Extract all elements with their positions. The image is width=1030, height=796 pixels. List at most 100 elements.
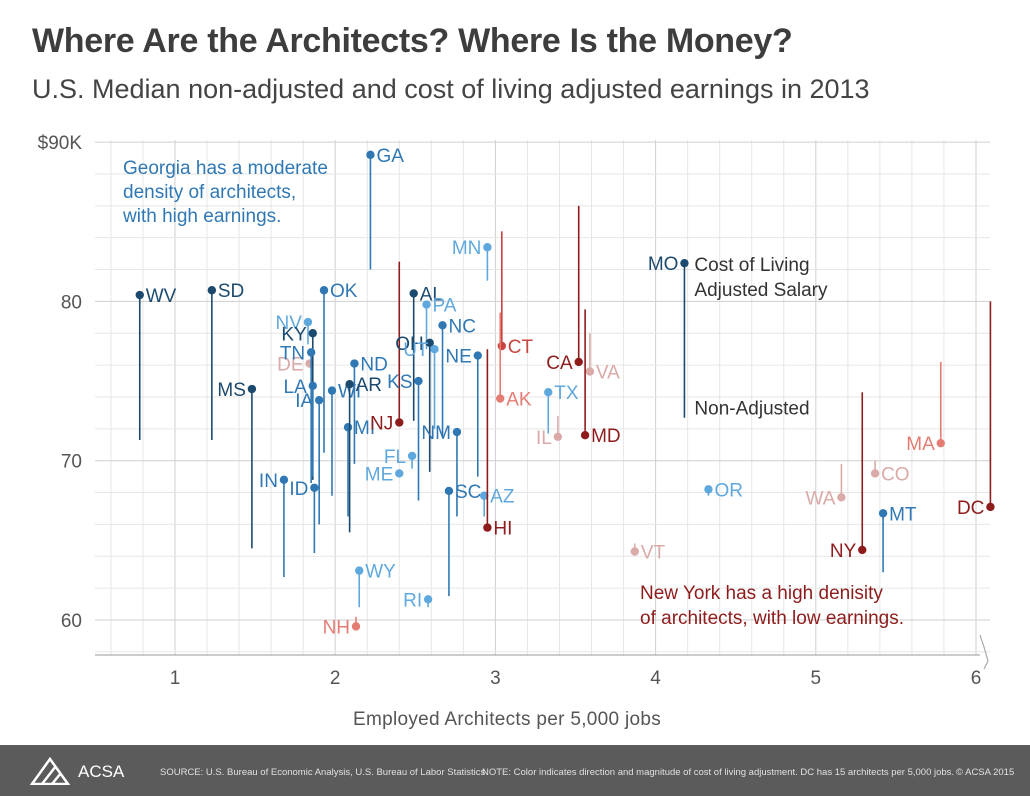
adjusted-salary-dot [308,329,317,338]
x-axis-label: Employed Architects per 5,000 jobs [353,709,661,730]
data-point-ak: AK [496,312,532,411]
legend: Cost of Living Adjusted Salary Non-Adjuste… [694,255,828,420]
state-label: MS [217,380,246,401]
data-point-va: VA [585,333,620,383]
data-point-tn: TN [280,343,316,484]
adjusted-salary-dot [425,338,434,348]
state-label: KY [281,324,307,345]
state-label: ID [289,479,308,500]
state-label: IL [536,428,552,449]
state-label: LA [284,377,308,398]
data-point-ri: RI [403,590,433,611]
state-label: PA [433,296,457,317]
y-tick-label: 60 [61,611,82,632]
adjusted-salary-dot [936,438,945,448]
adjusted-salary-dot [452,427,462,437]
data-point-mn: MN [452,238,492,281]
data-point-ne: NE [445,347,482,477]
adjusted-salary-dot [630,547,639,556]
adjusted-salary-dot [479,491,489,500]
state-label: VT [641,543,666,564]
adjusted-salary-dot [837,493,846,502]
data-point-nc: NC [438,316,476,437]
data-point-sc: SC [444,482,481,597]
state-label: HI [493,519,512,540]
adjusted-salary-dot [343,423,353,432]
data-point-nh: NH [323,616,361,638]
annotation-georgia-line: Georgia has a moderate [123,158,328,179]
y-tick-label: 80 [61,292,82,313]
data-point-la: LA [284,377,317,477]
annotation-georgia-line: with high earnings. [122,206,281,227]
x-tick-label: 1 [170,668,181,689]
annotation-newyork-line: of architects, with low earnings. [640,608,904,629]
data-point-il: IL [536,416,563,449]
state-label: NC [449,316,476,337]
data-point-wv: WV [135,286,177,440]
adjusted-salary-dot [314,395,324,405]
state-label: FL [384,447,406,468]
adjusted-salary-dot [553,432,563,442]
state-label: AZ [490,487,515,508]
data-point-vt: VT [630,543,666,564]
adjusted-salary-dot [473,351,482,360]
adjusted-salary-dot [319,286,329,295]
data-point-sd: SD [207,281,244,440]
adjusted-salary-dot [135,290,144,300]
copyright: © ACSA 2015 [956,767,1015,778]
adjusted-salary-dot [858,545,867,555]
data-point-nm: NM [421,423,462,517]
state-label: TX [554,383,579,404]
state-label: OR [714,480,743,501]
x-tick-label: 4 [650,668,661,689]
state-label: RI [403,590,422,611]
data-marks: WV SDMSINNVDEKYTNIDLAIAOKWINDMIARMEWYNHGA… [135,146,995,638]
annotation-newyork-line: New York has a high denisity [640,583,883,604]
data-point-or: OR [704,480,743,501]
adjusted-salary-dot [430,344,439,354]
data-point-fl: FL [384,447,417,469]
x-tick-label: 5 [811,668,822,689]
adjusted-salary-dot [247,384,257,394]
state-label: AR [356,375,382,396]
adjusted-salary-dot [327,386,337,395]
data-point-ma: MA [906,361,945,455]
adjusted-salary-dot [306,348,316,357]
state-label: SC [455,482,481,503]
data-point-nj: NJ [370,261,404,434]
data-point-mo: MO [648,254,689,418]
adjusted-salary-dot [483,523,492,532]
data-point-nv: NV [276,313,313,345]
x-tick-label: 6 [971,668,982,689]
state-label: IN [259,471,278,492]
adjusted-salary-dot [395,469,404,478]
adjusted-salary-dot [704,485,713,494]
state-label: VA [596,362,620,383]
state-label: NE [445,347,471,368]
state-label: UT [403,340,429,361]
data-point-ok: OK [319,281,358,453]
adjusted-salary-dot [422,300,431,309]
x-tick-label: 3 [490,668,501,689]
adjusted-salary-dot [444,486,454,496]
adjusted-salary-dot [303,317,313,327]
legend-adjusted-label-line2: Adjusted Salary [694,280,828,301]
state-label: MN [452,238,482,259]
y-tick-label: 70 [61,452,82,473]
adjusted-salary-dot [496,394,505,403]
legend-adjusted-label-line1: Cost of Living [694,255,809,276]
data-point-ar: AR [345,375,382,533]
state-label: WA [806,488,836,509]
adjusted-salary-dot [423,595,433,604]
data-point-ca: CA [546,205,583,374]
data-point-ut: UT [403,340,439,429]
state-label: NY [830,541,857,562]
state-label: WY [365,562,396,583]
source-note: SOURCE: U.S. Bureau of Economic Analysis… [160,767,486,778]
data-point-tx: TX [544,383,579,434]
data-point-ia: IA [295,391,324,525]
adjusted-salary-dot [680,258,689,268]
adjusted-salary-dot [395,418,404,427]
y-tick-label: $90K [38,133,83,154]
data-point-md: MD [580,309,621,447]
